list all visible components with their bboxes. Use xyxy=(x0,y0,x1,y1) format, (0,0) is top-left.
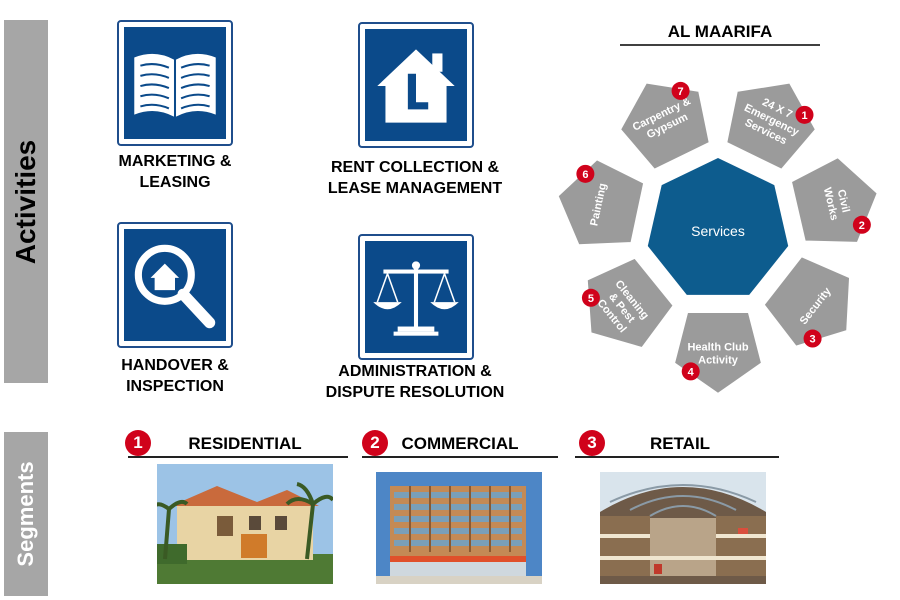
rent-collection-tile xyxy=(358,22,474,148)
marketing-leasing-label: MARKETING & LEASING xyxy=(118,153,232,191)
segments-sidebar: Segments xyxy=(4,432,48,596)
segment-title-retail: RETAIL xyxy=(649,434,711,453)
services-diagram: AL MAARIFA 24 X 7EmergencyServices1Civil… xyxy=(556,22,879,396)
service-number: 6 xyxy=(582,169,588,181)
rent-collection-label: RENT COLLECTION & LEASE MANAGEMENT xyxy=(327,159,503,197)
handover-inspection-tile xyxy=(117,222,233,348)
service-number-badge xyxy=(581,288,600,307)
segment-title-residential: RESIDENTIAL xyxy=(188,434,302,453)
residential-villa-photo xyxy=(157,464,333,584)
service-number: 4 xyxy=(688,366,695,378)
administration-label: ADMINISTRATION & DISPUTE RESOLUTION xyxy=(325,363,505,401)
service-label: Activity xyxy=(698,355,739,367)
service-number: 3 xyxy=(810,334,816,346)
handover-inspection-label: HANDOVER & INSPECTION xyxy=(121,357,229,395)
service-number: 7 xyxy=(678,86,684,98)
activities-sidebar: Activities xyxy=(4,20,48,383)
segment-underline xyxy=(128,456,348,458)
marketing-leasing-tile xyxy=(117,20,233,146)
services-center-label: Services xyxy=(691,223,745,239)
service-number-badge xyxy=(576,164,595,183)
administration-tile xyxy=(358,234,474,360)
retail-mall-photo xyxy=(600,472,766,584)
magnifier-house-icon xyxy=(134,244,216,329)
service-number-badge xyxy=(803,329,822,348)
segment-underline xyxy=(575,456,779,458)
service-number-badge xyxy=(795,105,814,124)
al-maarifa-title: AL MAARIFA xyxy=(668,22,773,41)
service-label: Health Club xyxy=(687,342,748,354)
segment-badge-3: 3 xyxy=(579,430,605,456)
service-label: Civil xyxy=(835,188,852,213)
house-l-icon xyxy=(377,49,455,123)
services-center xyxy=(647,158,789,295)
segment-underline xyxy=(362,456,558,458)
service-number-badge xyxy=(671,81,690,100)
commercial-building-photo xyxy=(376,472,542,584)
service-number: 1 xyxy=(801,110,807,122)
open-book-icon xyxy=(134,53,216,117)
service-number-badge xyxy=(852,215,871,234)
segments-heading: Segments xyxy=(13,461,38,567)
segment-badge-2: 2 xyxy=(362,430,388,456)
scales-icon xyxy=(373,261,459,336)
services-wheel: AL MAARIFA 24 X 7 Emergency Services 1 Civil… xyxy=(530,15,900,420)
segment-title-commercial: COMMERCIAL xyxy=(401,434,519,453)
segment-badge-1: 1 xyxy=(125,430,151,456)
activities-heading: Activities xyxy=(10,139,41,264)
service-number: 5 xyxy=(588,293,594,305)
service-number-badge xyxy=(681,362,700,381)
service-number: 2 xyxy=(859,220,865,232)
